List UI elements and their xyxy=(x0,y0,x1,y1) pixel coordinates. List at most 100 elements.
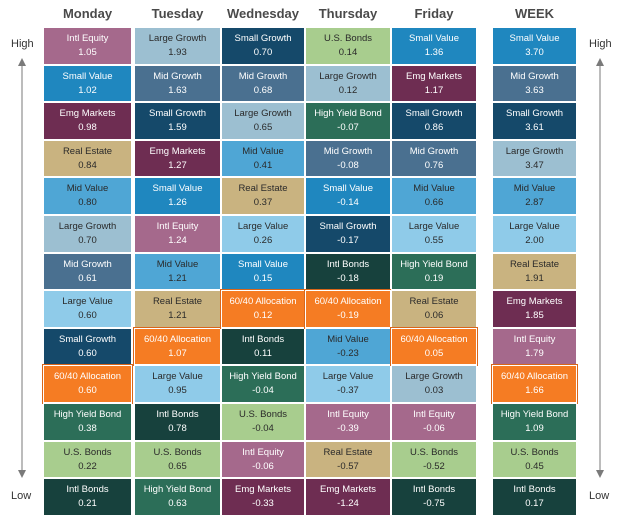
cell-wednesday-8: 60/40 Allocation 0.12 xyxy=(220,289,306,329)
cell-tuesday-8: Real Estate 1.21 xyxy=(134,290,221,328)
cell-thursday-5: Small Value -0.14 xyxy=(305,177,391,215)
cell-asset-name: Mid Growth xyxy=(63,258,112,270)
cell-asset-name: Small Value xyxy=(323,183,373,195)
cell-return-value: -0.39 xyxy=(337,423,359,434)
cell-asset-name: Small Value xyxy=(409,33,459,44)
cell-return-value: 0.21 xyxy=(78,498,97,510)
cell-asset-name: Large Growth xyxy=(319,70,377,82)
cell-asset-name: 60/40 Allocation xyxy=(143,333,212,345)
cell-return-value: 1.02 xyxy=(78,84,97,96)
cell-asset-name: Real Estate xyxy=(238,183,288,195)
cell-wednesday-9: Intl Bonds 0.11 xyxy=(221,327,305,366)
cell-wednesday-13: Emg Markets -0.33 xyxy=(221,478,305,516)
cell-return-value: 0.70 xyxy=(253,47,273,58)
cell-asset-name: High Yield Bond xyxy=(500,409,569,420)
cell-asset-name: Mid Growth xyxy=(323,145,373,157)
cell-asset-name: Large Growth xyxy=(58,221,117,232)
cell-return-value: 0.17 xyxy=(525,498,544,510)
cell-friday-9: 60/40 Allocation 0.05 xyxy=(390,326,478,367)
cell-return-value: 1.79 xyxy=(525,347,544,359)
cell-asset-name: Mid Value xyxy=(413,183,455,195)
cell-return-value: 3.61 xyxy=(525,122,544,134)
cell-friday-4: Mid Growth 0.76 xyxy=(391,139,477,178)
cell-asset-name: Large Value xyxy=(322,371,374,383)
column-header-monday: Monday xyxy=(62,6,113,21)
cell-asset-name: U.S. Bonds xyxy=(238,409,288,420)
cell-friday-8: Real Estate 0.06 xyxy=(391,290,477,328)
cell-asset-name: Intl Bonds xyxy=(241,333,285,345)
cell-return-value: 2.87 xyxy=(525,197,544,209)
cell-asset-name: Mid Value xyxy=(156,258,199,270)
column-header-week: WEEK xyxy=(515,6,554,21)
cell-tuesday-4: Emg Markets 1.27 xyxy=(134,139,221,178)
cell-tuesday-10: Large Value 0.95 xyxy=(134,365,221,403)
cell-asset-name: Emg Markets xyxy=(506,296,563,308)
cell-asset-name: Mid Growth xyxy=(510,70,559,82)
cell-return-value: -0.19 xyxy=(337,310,359,322)
cell-asset-name: Emg Markets xyxy=(320,484,376,496)
cell-asset-name: Intl Bonds xyxy=(513,484,556,496)
cell-asset-name: U.S. Bonds xyxy=(510,446,559,458)
cell-asset-name: Small Value xyxy=(509,33,560,44)
cell-wednesday-4: Mid Value 0.41 xyxy=(221,139,305,178)
cell-asset-name: Emg Markets xyxy=(59,108,116,120)
cell-return-value: 0.70 xyxy=(78,235,97,246)
high-label-right: High xyxy=(589,38,612,50)
cell-monday-1: Intl Equity 1.05 xyxy=(43,27,132,65)
cell-thursday-8: 60/40 Allocation -0.19 xyxy=(304,289,392,329)
cell-return-value: 0.76 xyxy=(424,159,444,171)
cell-return-value: 0.66 xyxy=(424,197,444,209)
cell-wednesday-5: Real Estate 0.37 xyxy=(221,177,305,215)
cell-monday-6: Large Growth 0.70 xyxy=(43,215,132,253)
cell-asset-name: Small Growth xyxy=(148,108,206,120)
cell-tuesday-1: Large Growth 1.93 xyxy=(134,27,221,65)
cell-asset-name: Real Estate xyxy=(323,446,373,458)
cell-asset-name: 60/40 Allocation xyxy=(400,333,468,345)
cell-wednesday-2: Mid Growth 0.68 xyxy=(221,64,305,103)
cell-return-value: 0.22 xyxy=(78,460,97,472)
cell-week-3: Small Growth 3.61 xyxy=(492,102,577,140)
cell-monday-9: Small Growth 0.60 xyxy=(43,327,132,366)
cell-return-value: 0.11 xyxy=(254,347,272,359)
cell-tuesday-9: 60/40 Allocation 1.07 xyxy=(133,326,222,367)
column-header-friday: Friday xyxy=(414,6,454,21)
cell-monday-5: Mid Value 0.80 xyxy=(43,177,132,215)
cell-return-value: 1.21 xyxy=(168,272,187,284)
cell-asset-name: 60/40 Allocation xyxy=(229,296,297,308)
cell-monday-3: Emg Markets 0.98 xyxy=(43,102,132,140)
cell-thursday-9: Mid Value -0.23 xyxy=(305,327,391,366)
cell-return-value: 0.06 xyxy=(424,310,444,322)
cell-asset-name: Intl Bonds xyxy=(66,484,109,496)
cell-friday-10: Large Growth 0.03 xyxy=(391,365,477,403)
cell-asset-name: U.S. Bonds xyxy=(409,446,459,458)
cell-thursday-11: Intl Equity -0.39 xyxy=(305,403,391,441)
cell-wednesday-12: Intl Equity -0.06 xyxy=(221,440,305,479)
cell-return-value: 0.12 xyxy=(338,84,358,96)
cell-asset-name: Emg Markets xyxy=(149,145,206,157)
cell-return-value: -0.23 xyxy=(337,347,359,359)
cell-thursday-1: U.S. Bonds 0.14 xyxy=(305,27,391,65)
cell-return-value: 0.14 xyxy=(338,47,358,58)
cell-return-value: 0.61 xyxy=(78,272,97,284)
cell-return-value: 1.27 xyxy=(168,159,187,171)
cell-return-value: 1.93 xyxy=(168,47,187,58)
cell-friday-7: High Yield Bond 0.19 xyxy=(391,252,477,291)
cell-week-9: Intl Equity 1.79 xyxy=(492,327,577,366)
cell-asset-name: Large Growth xyxy=(234,108,292,120)
cell-return-value: 0.41 xyxy=(253,159,273,171)
cell-asset-name: Mid Value xyxy=(66,183,109,195)
cell-asset-name: Real Estate xyxy=(152,296,203,308)
cell-asset-name: Large Growth xyxy=(148,33,207,44)
cell-friday-6: Large Value 0.55 xyxy=(391,215,477,253)
cell-asset-name: Real Estate xyxy=(62,145,113,157)
cell-asset-name: 60/40 Allocation xyxy=(53,371,122,383)
cell-monday-2: Small Value 1.02 xyxy=(43,64,132,103)
cell-return-value: 0.65 xyxy=(253,122,273,134)
cell-monday-7: Mid Growth 0.61 xyxy=(43,252,132,291)
cell-return-value: 0.98 xyxy=(78,122,97,134)
cell-asset-name: Intl Equity xyxy=(413,409,455,420)
cell-asset-name: U.S. Bonds xyxy=(153,446,202,458)
cell-tuesday-11: Intl Bonds 0.78 xyxy=(134,403,221,441)
cell-return-value: -1.24 xyxy=(337,498,359,510)
cell-return-value: 1.36 xyxy=(424,47,444,58)
